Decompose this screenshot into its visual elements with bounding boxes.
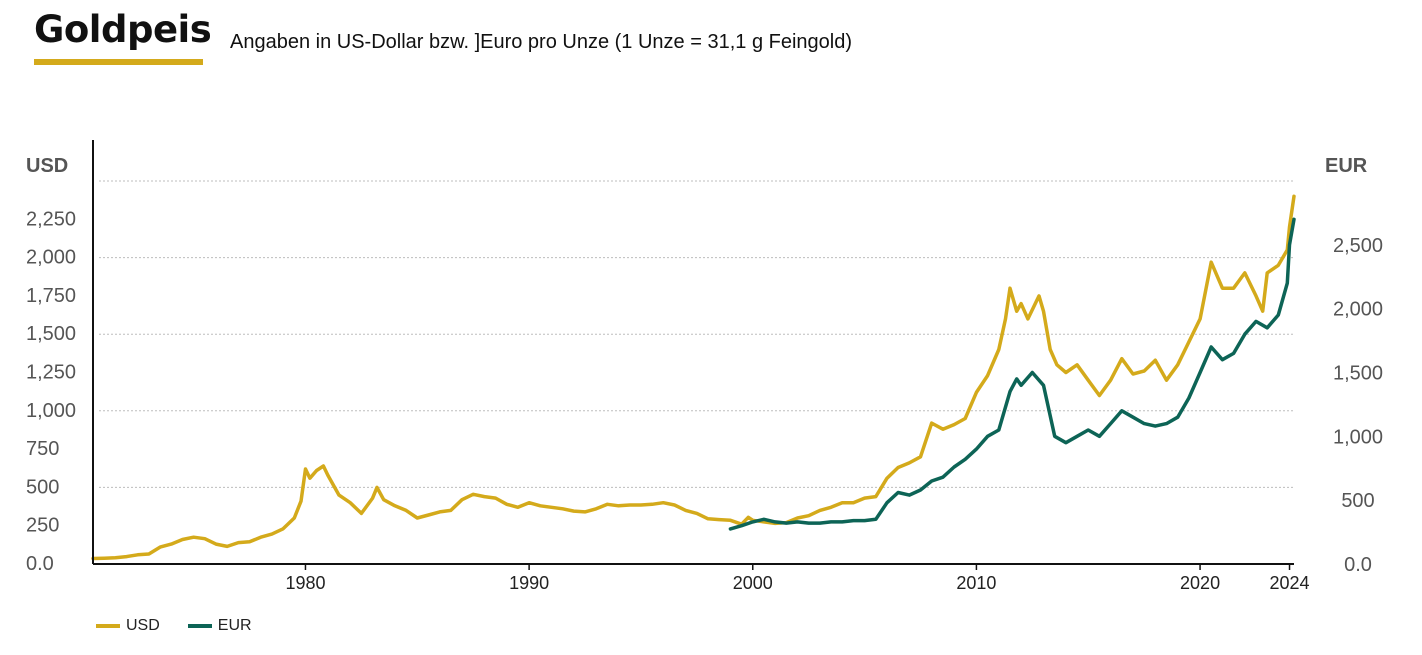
left-tick-label: 2,000 <box>26 247 76 269</box>
left-axis-unit-label: USD <box>26 155 68 177</box>
right-tick-label: 500 <box>1341 490 1374 512</box>
right-tick-label: 2,000 <box>1333 299 1383 321</box>
left-tick-label: 1,000 <box>26 400 76 422</box>
legend-item-eur: EUR <box>187 617 252 635</box>
series-line-usd <box>91 194 1296 561</box>
legend: USD EUR <box>96 617 252 635</box>
legend-label-eur: EUR <box>217 617 252 634</box>
x-tick-label: 1990 <box>509 573 549 593</box>
title-underline <box>34 59 203 65</box>
legend-swatch-usd <box>96 624 120 628</box>
right-axis-ticks: 0.0 500 1,000 1,500 2,000 2,500 <box>1333 235 1383 576</box>
left-tick-label: 0.0 <box>26 553 54 575</box>
right-tick-label: 1,500 <box>1333 363 1383 385</box>
right-axis-unit-label: EUR <box>1325 155 1368 177</box>
x-tick-label: 2000 <box>733 573 773 593</box>
right-tick-label: 2,500 <box>1333 235 1383 257</box>
left-tick-label: 500 <box>26 476 59 498</box>
grid-lines <box>99 180 1294 488</box>
left-tick-label: 1,500 <box>26 323 76 345</box>
left-tick-label: 1,250 <box>26 362 76 384</box>
left-tick-label: 750 <box>26 438 59 460</box>
x-tick-label: 2010 <box>956 573 996 593</box>
left-tick-label: 2,250 <box>26 208 76 230</box>
right-tick-label: 1,000 <box>1333 426 1383 448</box>
x-tick-label: 2024 <box>1270 573 1310 593</box>
series-line-eur <box>728 217 1296 531</box>
x-tick-label: 2020 <box>1180 573 1220 593</box>
left-axis-ticks: 0.0 250 500 750 1,000 1,250 1,500 1,750 2,000 2,2… <box>26 208 76 575</box>
left-tick-label: 250 <box>26 515 59 537</box>
page-title: Goldpeis <box>34 8 212 51</box>
legend-swatch-eur <box>187 624 212 628</box>
legend-item-usd: USD <box>96 617 160 635</box>
series-lines <box>91 194 1296 561</box>
chart-subtitle: Angaben in US-Dollar bzw. ]Euro pro Unze… <box>230 31 853 53</box>
legend-label-usd: USD <box>126 617 160 634</box>
x-axis-ticks: 1980 1990 2000 2010 2020 2024 <box>285 564 1310 593</box>
left-tick-label: 1,750 <box>26 285 76 307</box>
right-tick-label: 0.0 <box>1344 554 1372 576</box>
x-tick-label: 1980 <box>285 573 325 593</box>
